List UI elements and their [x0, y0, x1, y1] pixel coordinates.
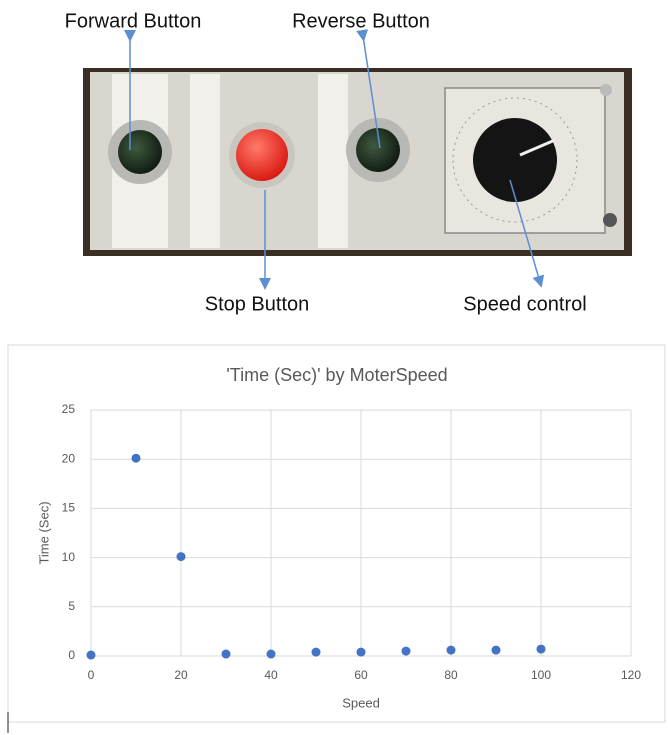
- y-tick-label: 10: [62, 550, 76, 564]
- y-tick-label: 0: [68, 648, 75, 662]
- point: [492, 646, 501, 655]
- x-tick-label: 20: [174, 668, 188, 682]
- point: [267, 650, 276, 659]
- point: [537, 645, 546, 654]
- point: [357, 648, 366, 657]
- reverse-label: Reverse Button: [292, 10, 430, 32]
- point: [312, 648, 321, 657]
- point: [177, 552, 186, 561]
- x-axis-label: Speed: [342, 695, 380, 710]
- point: [87, 651, 96, 660]
- point: [447, 646, 456, 655]
- point: [222, 650, 231, 659]
- x-tick-label: 100: [531, 668, 551, 682]
- point: [402, 647, 411, 656]
- x-tick-label: 0: [88, 668, 95, 682]
- stop-label: Stop Button: [205, 293, 310, 315]
- x-tick-label: 80: [444, 668, 458, 682]
- speed-label: Speed control: [463, 293, 586, 315]
- x-tick-label: 60: [354, 668, 368, 682]
- x-tick-label: 40: [264, 668, 278, 682]
- page: Forward Button Reverse Button Stop Butto…: [0, 0, 668, 735]
- point: [132, 454, 141, 463]
- forward-label: Forward Button: [65, 10, 202, 32]
- y-tick-label: 20: [62, 451, 76, 465]
- x-tick-label: 120: [621, 668, 641, 682]
- chart-title: 'Time (Sec)' by MoterSpeed: [226, 365, 447, 385]
- y-tick-label: 25: [62, 402, 76, 416]
- y-axis-label: Time (Sec): [36, 501, 51, 564]
- chart-frame: [8, 345, 665, 722]
- control-panel-photo: [83, 68, 632, 256]
- y-tick-label: 5: [68, 599, 75, 613]
- y-tick-label: 15: [62, 501, 76, 515]
